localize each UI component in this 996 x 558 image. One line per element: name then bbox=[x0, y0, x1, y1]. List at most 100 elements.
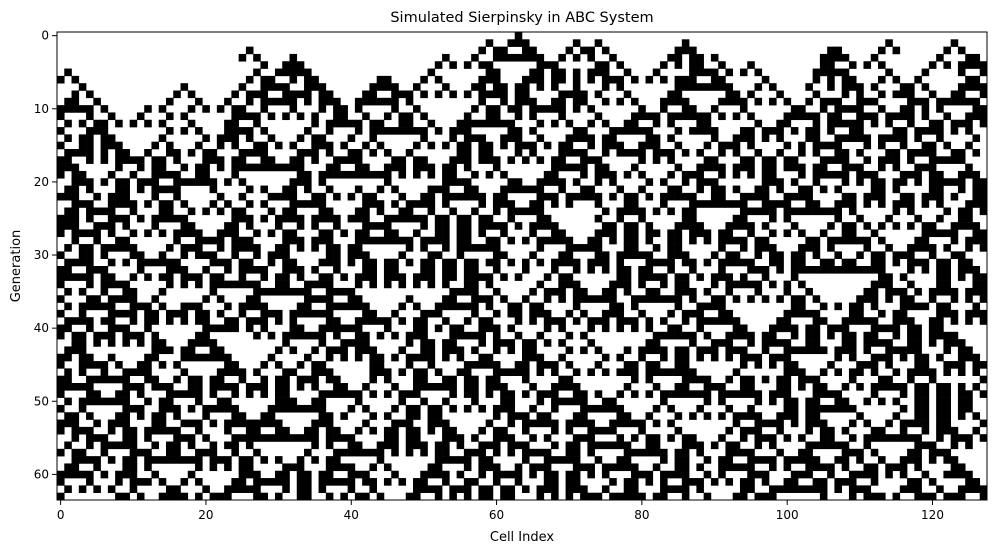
heatmap-cell bbox=[507, 339, 515, 347]
heatmap-cell bbox=[79, 134, 87, 142]
heatmap-cell bbox=[537, 215, 545, 223]
heatmap-cell bbox=[769, 229, 777, 237]
heatmap-cell bbox=[551, 485, 559, 493]
heatmap-cell bbox=[725, 229, 733, 237]
heatmap-cell bbox=[326, 310, 334, 318]
heatmap-cell bbox=[834, 186, 842, 194]
heatmap-cell bbox=[326, 229, 334, 237]
heatmap-cell bbox=[57, 405, 65, 413]
heatmap-cell bbox=[529, 47, 537, 55]
heatmap-cell bbox=[682, 346, 690, 354]
heatmap-cell bbox=[602, 266, 610, 274]
heatmap-cell bbox=[290, 54, 298, 62]
heatmap-cell bbox=[304, 295, 312, 303]
heatmap-cell bbox=[260, 127, 268, 135]
heatmap-cell bbox=[689, 47, 697, 55]
heatmap-cell bbox=[319, 398, 327, 406]
heatmap-cell bbox=[260, 164, 268, 172]
heatmap-cell bbox=[711, 76, 719, 84]
heatmap-cell bbox=[638, 449, 646, 457]
heatmap-cell bbox=[573, 412, 581, 420]
heatmap-cell bbox=[181, 493, 189, 501]
heatmap-cell bbox=[609, 310, 617, 318]
heatmap-cell bbox=[704, 83, 712, 91]
heatmap-cell bbox=[980, 281, 988, 289]
heatmap-cell bbox=[493, 288, 501, 296]
heatmap-cell bbox=[326, 471, 334, 479]
heatmap-cell bbox=[57, 164, 65, 172]
heatmap-cell bbox=[348, 193, 356, 201]
heatmap-cell bbox=[72, 91, 80, 99]
heatmap-cell bbox=[435, 493, 443, 501]
heatmap-cell bbox=[696, 83, 704, 91]
heatmap-cell bbox=[951, 149, 959, 157]
heatmap-cell bbox=[173, 376, 181, 384]
heatmap-cell bbox=[442, 215, 450, 223]
heatmap-cell bbox=[57, 222, 65, 230]
heatmap-cell bbox=[856, 266, 864, 274]
heatmap-cell bbox=[195, 317, 203, 325]
heatmap-cell bbox=[602, 259, 610, 267]
heatmap-cell bbox=[115, 237, 123, 245]
heatmap-cell bbox=[842, 83, 850, 91]
heatmap-cell bbox=[784, 485, 792, 493]
heatmap-cell bbox=[595, 215, 603, 223]
heatmap-cell bbox=[580, 485, 588, 493]
heatmap-cell bbox=[166, 266, 174, 274]
heatmap-cell bbox=[166, 259, 174, 267]
heatmap-cell bbox=[420, 222, 428, 230]
heatmap-cell bbox=[573, 478, 581, 486]
heatmap-cell bbox=[275, 273, 283, 281]
heatmap-cell bbox=[907, 449, 915, 457]
heatmap-cell bbox=[718, 142, 726, 150]
heatmap-cell bbox=[290, 405, 298, 413]
heatmap-cell bbox=[333, 325, 341, 333]
heatmap-cell bbox=[130, 442, 138, 450]
heatmap-cell bbox=[457, 237, 465, 245]
heatmap-cell bbox=[951, 251, 959, 259]
heatmap-cell bbox=[108, 193, 116, 201]
heatmap-cell bbox=[914, 171, 922, 179]
heatmap-cell bbox=[820, 420, 828, 428]
heatmap-cell bbox=[587, 105, 595, 113]
heatmap-cell bbox=[798, 244, 806, 252]
heatmap-cell bbox=[907, 244, 915, 252]
heatmap-cell bbox=[820, 405, 828, 413]
heatmap-cell bbox=[202, 237, 210, 245]
heatmap-cell bbox=[500, 200, 508, 208]
heatmap-cell bbox=[522, 237, 530, 245]
heatmap-cell bbox=[784, 193, 792, 201]
heatmap-cell bbox=[602, 295, 610, 303]
heatmap-cell bbox=[769, 325, 777, 333]
heatmap-cell bbox=[333, 427, 341, 435]
heatmap-cell bbox=[377, 222, 385, 230]
heatmap-cell bbox=[849, 237, 857, 245]
heatmap-cell bbox=[537, 156, 545, 164]
heatmap-cell bbox=[551, 398, 559, 406]
heatmap-cell bbox=[878, 266, 886, 274]
heatmap-cell bbox=[297, 164, 305, 172]
heatmap-cell bbox=[936, 332, 944, 340]
heatmap-cell bbox=[638, 208, 646, 216]
heatmap-cell bbox=[231, 91, 239, 99]
heatmap-cell bbox=[587, 449, 595, 457]
heatmap-cell bbox=[951, 229, 959, 237]
heatmap-cell bbox=[130, 485, 138, 493]
heatmap-cell bbox=[936, 449, 944, 457]
heatmap-cell bbox=[311, 200, 319, 208]
heatmap-cell bbox=[936, 288, 944, 296]
heatmap-cell bbox=[725, 463, 733, 471]
heatmap-cell bbox=[653, 405, 661, 413]
heatmap-cell bbox=[72, 332, 80, 340]
heatmap-cell bbox=[72, 149, 80, 157]
heatmap-cell bbox=[239, 463, 247, 471]
heatmap-cell bbox=[86, 229, 94, 237]
heatmap-cell bbox=[181, 229, 189, 237]
heatmap-cell bbox=[733, 493, 741, 501]
heatmap-cell bbox=[747, 449, 755, 457]
heatmap-cell bbox=[290, 317, 298, 325]
heatmap-cell bbox=[922, 361, 930, 369]
heatmap-cell bbox=[333, 244, 341, 252]
heatmap-cell bbox=[210, 390, 218, 398]
heatmap-cell bbox=[362, 200, 370, 208]
